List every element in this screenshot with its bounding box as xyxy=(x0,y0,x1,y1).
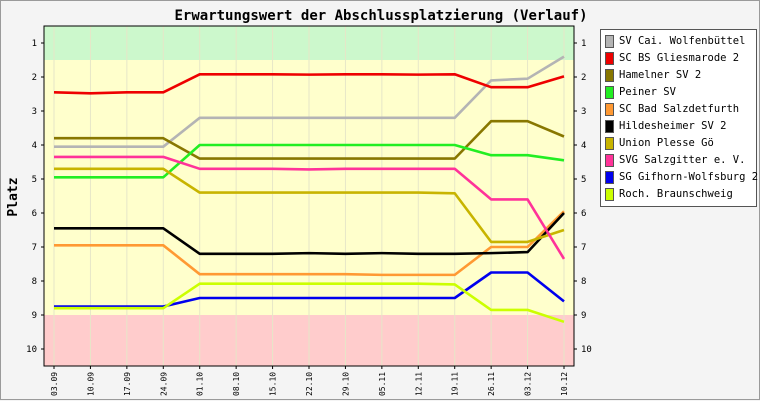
legend-swatch xyxy=(605,85,614,99)
legend-item: Hildesheimer SV 2 xyxy=(605,118,726,134)
x-tick-label: 22.10 xyxy=(305,372,314,396)
legend-item: SV Cai. Wolfenbüttel xyxy=(605,33,745,49)
series-line-6 xyxy=(54,167,565,244)
legend-swatch xyxy=(605,187,614,201)
legend-swatch xyxy=(605,34,614,48)
legend-swatch xyxy=(605,170,614,184)
y-axis-label: Platz xyxy=(6,177,21,216)
series-lines xyxy=(53,55,566,324)
legend-label: Hildesheimer SV 2 xyxy=(619,120,727,132)
x-tick-label: 03.12 xyxy=(524,372,533,396)
x-tick-label: 01.10 xyxy=(196,372,205,396)
legend-item: Roch. Braunschweig xyxy=(605,186,733,202)
legend-label: SVG Salzgitter e. V. xyxy=(619,154,746,166)
x-tick-label: 03.09 xyxy=(50,372,59,396)
legend-item: SG Gifhorn-Wolfsburg 2 xyxy=(605,169,758,185)
y-tick-label-left: 6 xyxy=(32,209,37,219)
x-tick-label: 15.10 xyxy=(269,372,278,396)
y-tick-label-right: 4 xyxy=(581,141,586,151)
legend-item: SC Bad Salzdetfurth xyxy=(605,101,739,117)
x-tick-label: 10.09 xyxy=(86,372,95,396)
legend-item: SC BS Gliesmarode 2 xyxy=(605,50,739,66)
y-tick-label-right: 10 xyxy=(581,345,592,355)
x-tick-label: 19.11 xyxy=(451,372,460,396)
y-tick-label-right: 2 xyxy=(581,73,586,83)
legend: SV Cai. Wolfenbüttel SC BS Gliesmarode 2 H… xyxy=(600,29,758,207)
y-tick-label-left: 7 xyxy=(32,243,37,253)
y-tick-label-left: 4 xyxy=(32,141,37,151)
series-line-7 xyxy=(54,155,566,260)
y-tick-label-right: 3 xyxy=(581,107,586,117)
chart-title: Erwartungswert der Abschlussplatzierung … xyxy=(174,8,587,24)
x-tick-label: 17.09 xyxy=(123,372,132,396)
legend-label: SC Bad Salzdetfurth xyxy=(619,103,740,115)
legend-swatch xyxy=(605,51,614,65)
legend-label: Union Plesse Gö xyxy=(619,137,714,149)
y-tick-label-left: 3 xyxy=(32,107,37,117)
series-line-8 xyxy=(54,271,565,308)
legend-item: SVG Salzgitter e. V. xyxy=(605,152,745,168)
y-tick-label-left: 1 xyxy=(32,39,37,49)
y-tick-label-right: 6 xyxy=(581,209,586,219)
legend-label: Hamelner SV 2 xyxy=(619,69,702,81)
legend-label: Peiner SV xyxy=(619,86,676,98)
series-line-3 xyxy=(54,143,565,179)
legend-item: Peiner SV xyxy=(605,84,676,100)
legend-swatch xyxy=(605,136,614,150)
legend-swatch xyxy=(605,119,614,133)
x-tick-label: 05.11 xyxy=(378,372,387,396)
y-tick-label-right: 1 xyxy=(581,39,586,49)
y-tick-label-right: 8 xyxy=(581,277,586,287)
axes: 1 1 2 2 3 3 4 4 5 5 6 6 7 7 8 8 9 9 10 10 03.09 10.09 17.09 24.… xyxy=(26,25,592,396)
x-tick-label: 29.10 xyxy=(341,372,350,396)
x-tick-label: 12.11 xyxy=(414,372,423,396)
y-tick-label-left: 10 xyxy=(26,345,37,355)
x-tick-label: 26.11 xyxy=(487,372,496,396)
y-tick-label-left: 2 xyxy=(32,73,37,83)
series-line-2 xyxy=(54,119,565,160)
y-tick-label-left: 9 xyxy=(32,311,37,321)
legend-label: SC BS Gliesmarode 2 xyxy=(619,52,740,64)
series-line-0 xyxy=(54,55,565,148)
y-tick-label-left: 5 xyxy=(32,175,37,185)
legend-swatch xyxy=(605,102,614,116)
x-tick-label: 10.12 xyxy=(560,372,569,396)
x-tick-label: 24.09 xyxy=(159,372,168,396)
legend-label: SV Cai. Wolfenbüttel xyxy=(619,35,746,47)
legend-swatch xyxy=(605,153,614,167)
legend-swatch xyxy=(605,68,614,82)
y-tick-label-right: 9 xyxy=(581,311,586,321)
y-tick-label-right: 5 xyxy=(581,175,586,185)
legend-item: Hamelner SV 2 xyxy=(605,67,701,83)
y-tick-label-right: 7 xyxy=(581,243,586,253)
legend-item: Union Plesse Gö xyxy=(605,135,714,151)
x-tick-label: 08.10 xyxy=(232,372,241,396)
series-line-9 xyxy=(54,282,565,324)
legend-label: SG Gifhorn-Wolfsburg 2 xyxy=(619,171,759,183)
series-line-4 xyxy=(54,210,565,277)
series-line-5 xyxy=(54,212,565,256)
legend-label: Roch. Braunschweig xyxy=(619,188,733,200)
y-tick-label-left: 8 xyxy=(32,277,37,287)
series-line-1 xyxy=(53,72,565,95)
